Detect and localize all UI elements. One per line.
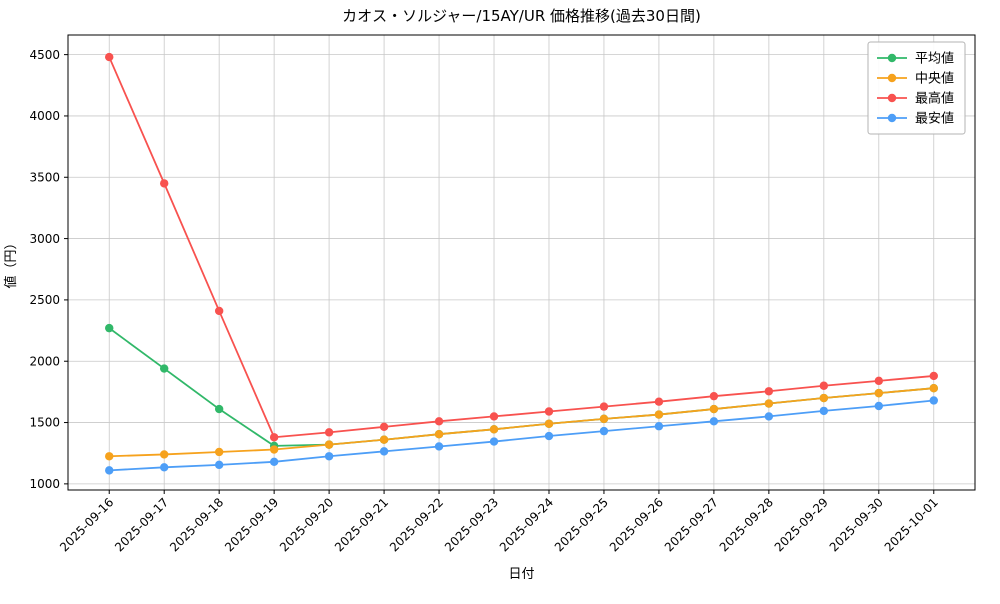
svg-text:4000: 4000 [29,109,60,123]
legend-item-average: 平均値 [877,50,954,66]
svg-text:1500: 1500 [29,416,60,430]
svg-text:3500: 3500 [29,170,60,184]
series-median [105,384,938,461]
svg-text:最高値: 最高値 [915,90,954,106]
y-tick-labels: 1000 1500 2000 2500 3000 3500 4000 4500 [29,48,60,491]
svg-text:2500: 2500 [29,293,60,307]
svg-text:中央値: 中央値 [915,70,954,86]
chart-title: カオス・ソルジャー/15AY/UR 価格推移(過去30日間) [342,7,701,25]
svg-text:1000: 1000 [29,477,60,491]
svg-text:4500: 4500 [29,48,60,62]
legend-item-max: 最高値 [877,90,954,106]
svg-text:2000: 2000 [29,354,60,368]
legend-item-median: 中央値 [877,70,954,86]
grid-lines [68,35,975,490]
axes-frame [67,34,976,491]
svg-text:3000: 3000 [29,232,60,246]
svg-text:平均値: 平均値 [915,50,954,66]
x-axis-label: 日付 [508,567,534,582]
series-max [105,52,938,442]
svg-text:最安値: 最安値 [915,110,954,126]
legend-item-min: 最安値 [877,110,954,126]
tick-marks [64,54,935,494]
y-axis-label: 値（円） [3,236,19,288]
series-min [105,396,938,475]
